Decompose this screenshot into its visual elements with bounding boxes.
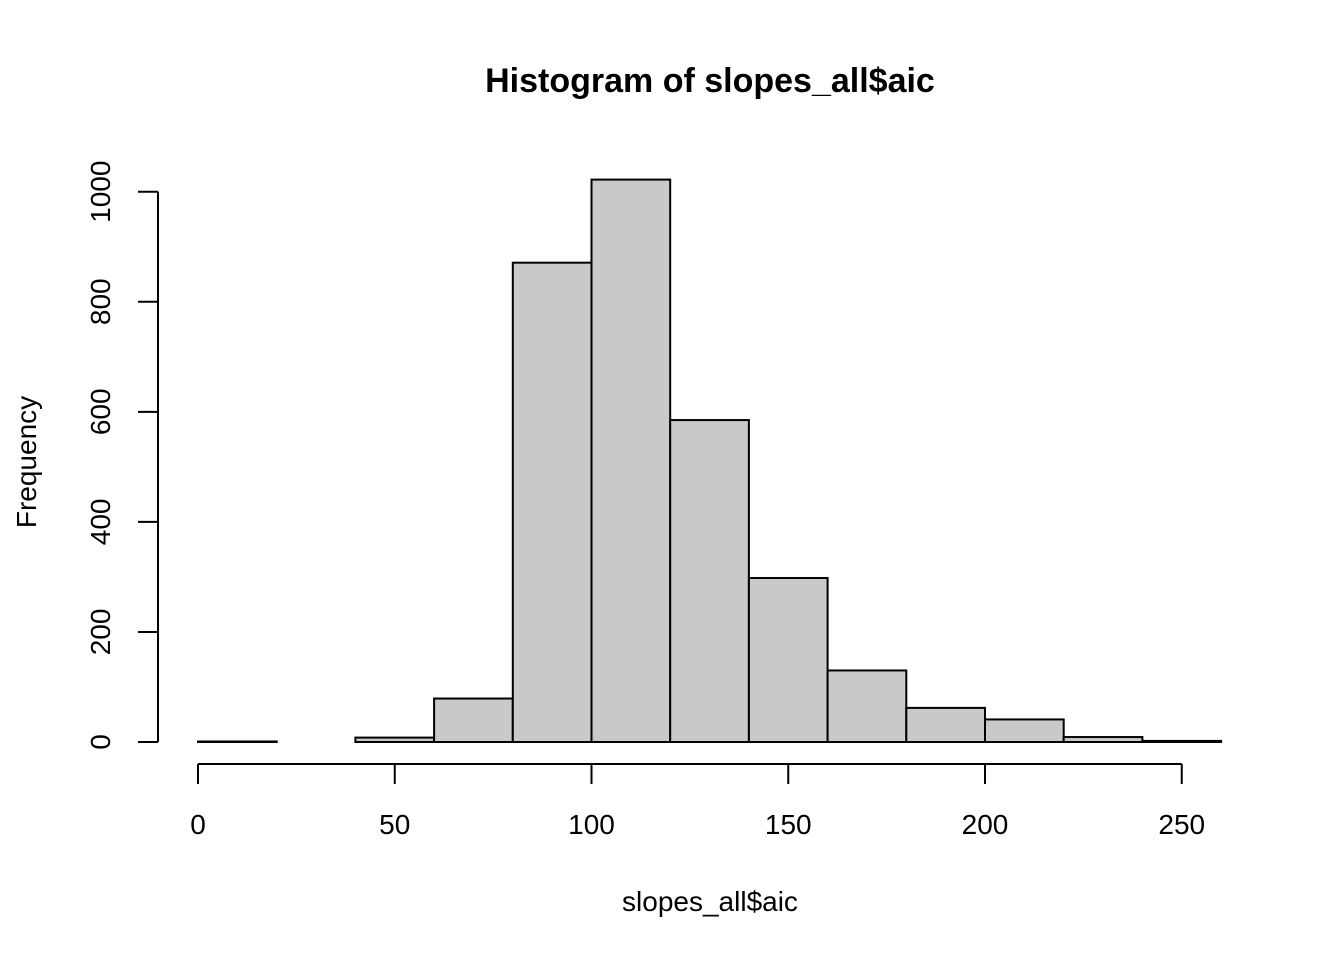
bars-group (197, 178, 1223, 744)
y-tick-label-2: 400 (85, 499, 116, 546)
x-tick-label-5: 250 (1158, 809, 1205, 840)
histogram-bar-6 (669, 419, 750, 743)
y-tick-label-4: 800 (85, 278, 116, 325)
y-tick-label-3: 600 (85, 388, 116, 435)
histogram-bar-7 (747, 577, 829, 744)
histogram-bar-10 (984, 718, 1065, 743)
histogram-bar-4 (511, 261, 593, 743)
x-tick-label-1: 50 (379, 809, 410, 840)
chart-title: Histogram of slopes_all$aic (485, 62, 935, 100)
x-axis: 0 50 100 150 200 250 (190, 763, 1205, 840)
x-axis-label: slopes_all$aic (622, 886, 798, 917)
y-axis-label: Frequency (11, 396, 42, 528)
histogram-bar-3 (433, 697, 514, 744)
histogram-bar-9 (905, 706, 986, 744)
y-tick-label-0: 0 (85, 734, 116, 750)
x-tick-label-4: 200 (962, 809, 1009, 840)
x-tick-label-0: 0 (190, 809, 206, 840)
x-tick-label-2: 100 (568, 809, 615, 840)
histogram-bar-11 (1062, 736, 1144, 744)
histogram-bar-8 (826, 669, 908, 743)
histogram-bar-12 (1141, 739, 1223, 744)
histogram-bar-5 (590, 178, 672, 744)
histogram-bar-0 (197, 740, 278, 744)
y-tick-label-5: 1000 (85, 161, 116, 223)
y-tick-label-1: 200 (85, 609, 116, 656)
x-tick-label-3: 150 (765, 809, 812, 840)
y-axis: 0 200 400 600 800 1000 (85, 161, 159, 750)
histogram-bar-2 (354, 736, 436, 743)
